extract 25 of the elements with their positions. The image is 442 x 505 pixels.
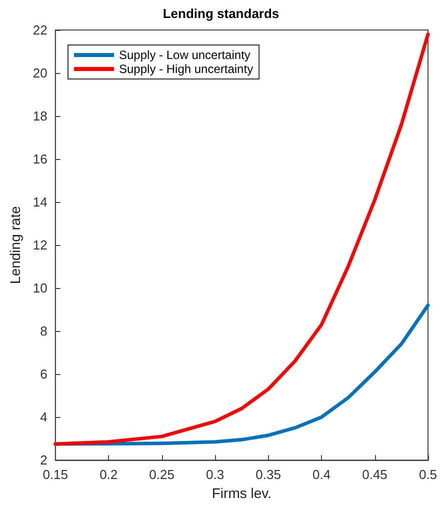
y-tick-label: 14 (32, 194, 48, 210)
x-tick-label: 0.5 (418, 467, 438, 482)
y-tick-label: 20 (32, 66, 48, 81)
x-tick-label: 0.15 (42, 467, 68, 482)
chart-title: Lending standards (162, 6, 280, 21)
legend-label: Supply - High uncertainty (119, 62, 254, 76)
y-tick-label: 18 (32, 108, 48, 124)
y-axis-title: Lending rate (7, 206, 23, 284)
x-tick-label: 0.45 (362, 467, 388, 482)
y-tick-label: 2 (40, 452, 48, 468)
y-tick-label: 4 (40, 410, 48, 425)
y-tick-label: 10 (32, 280, 48, 296)
x-tick-label: 0.2 (100, 467, 118, 482)
x-tick-label: 0.35 (256, 467, 281, 482)
y-tick-label: 6 (40, 366, 48, 382)
x-tick-label: 0.3 (206, 467, 224, 482)
line-series (54, 32, 430, 446)
x-axis-title: Firms lev. (212, 485, 272, 501)
x-tick-label: 0.4 (312, 467, 331, 482)
y-tick-label: 16 (32, 152, 48, 167)
y-tick-label: 12 (32, 238, 48, 253)
x-tick-label: 0.25 (149, 467, 174, 482)
y-tick-label: 22 (32, 22, 48, 38)
legend-label: Supply - Low uncertainty (119, 48, 250, 62)
y-tick-label: 8 (40, 324, 48, 339)
